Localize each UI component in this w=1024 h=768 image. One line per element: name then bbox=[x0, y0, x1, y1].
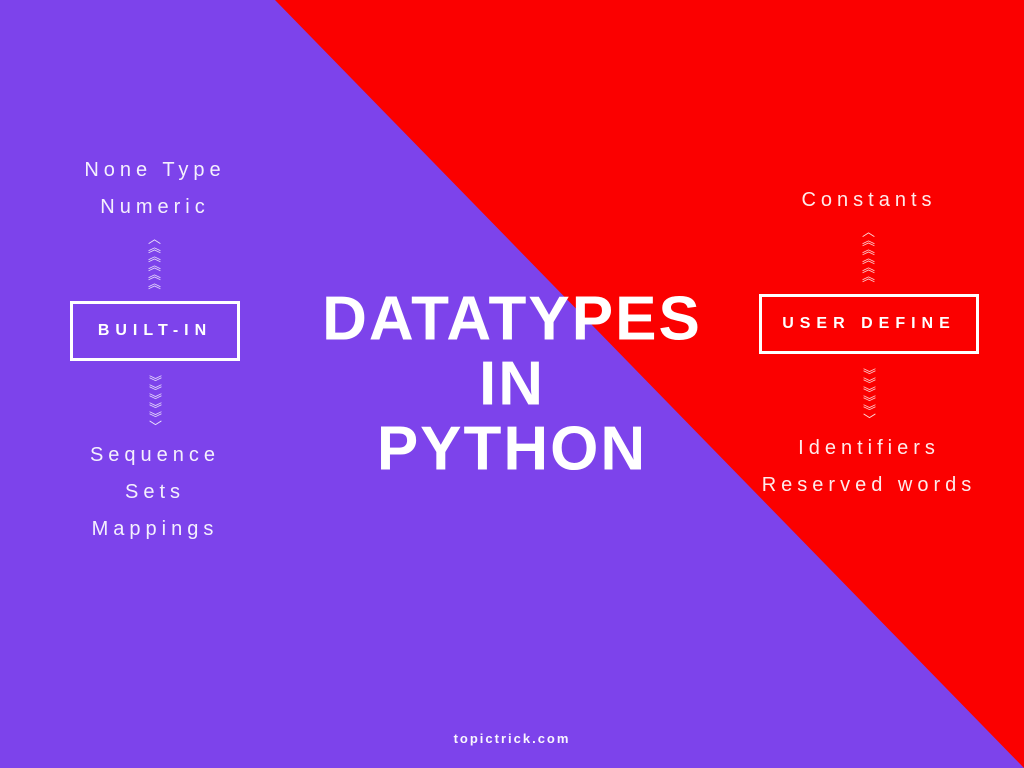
arrow-up-icon: ︿︽︽︽︽︽ bbox=[140, 233, 170, 289]
builtin-box: BUILT-IN bbox=[70, 301, 240, 361]
left-item-below-0: Sequence bbox=[45, 444, 265, 467]
left-item-below-2: Mappings bbox=[45, 518, 265, 541]
left-item-above-1: Numeric bbox=[45, 196, 265, 219]
right-item-above-0: Constants bbox=[759, 189, 979, 212]
title-line-2: IN bbox=[322, 351, 702, 416]
left-column: None Type Numeric ︿︽︽︽︽︽ BUILT-IN ︿︽︽︽︽︽… bbox=[45, 145, 265, 555]
right-item-below-1: Reserved words bbox=[759, 474, 979, 497]
left-item-below-1: Sets bbox=[45, 481, 265, 504]
right-column: Constants ︿︽︽︽︽︽ USER DEFINE ︿︽︽︽︽︽ Iden… bbox=[759, 175, 979, 511]
right-item-below-0: Identifiers bbox=[759, 437, 979, 460]
arrow-down-icon: ︿︽︽︽︽︽ bbox=[140, 375, 170, 431]
main-title: DATATYPES IN PYTHON bbox=[322, 286, 702, 481]
title-line-3: PYTHON bbox=[322, 417, 702, 482]
footer-credit: topictrick.com bbox=[454, 731, 571, 746]
title-line-1: DATATYPES bbox=[322, 286, 702, 351]
arrow-up-icon: ︿︽︽︽︽︽ bbox=[854, 226, 884, 282]
userdefine-box: USER DEFINE bbox=[759, 294, 979, 354]
left-item-above-0: None Type bbox=[45, 159, 265, 182]
content-layer: DATATYPES IN PYTHON None Type Numeric ︿︽… bbox=[0, 0, 1024, 768]
arrow-down-icon: ︿︽︽︽︽︽ bbox=[854, 368, 884, 424]
